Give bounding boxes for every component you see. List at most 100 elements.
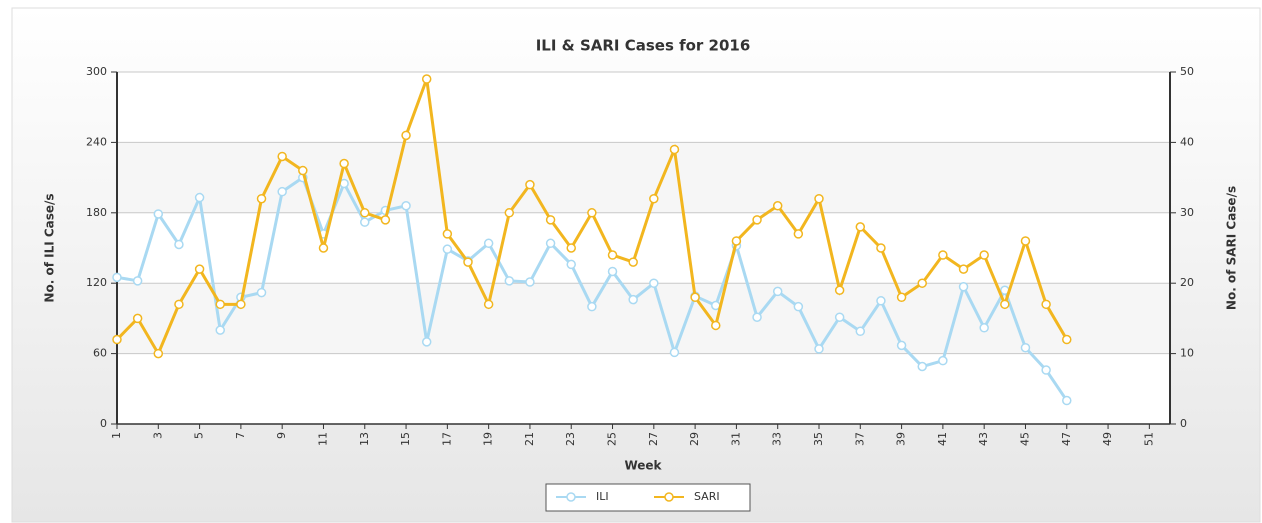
data-point (772, 286, 783, 297)
data-point (876, 243, 886, 253)
data-point (917, 278, 927, 288)
x-tick-label: 41 (936, 432, 949, 446)
data-point (669, 144, 680, 155)
data-point (483, 299, 494, 310)
y2-tick-label: 40 (1180, 135, 1194, 148)
x-tick-label: 23 (564, 432, 577, 446)
x-tick-label: 31 (729, 432, 742, 446)
data-point (1020, 342, 1031, 353)
x-tick-label: 39 (895, 432, 908, 446)
data-point (421, 337, 432, 347)
data-point (525, 179, 535, 190)
data-point (442, 229, 453, 239)
x-tick-label: 35 (812, 432, 825, 446)
data-point (463, 257, 473, 267)
data-point (834, 285, 845, 295)
x-tick-label: 25 (606, 432, 619, 446)
data-point (132, 276, 143, 286)
data-point (112, 272, 122, 283)
data-point (896, 292, 907, 303)
x-tick-label: 49 (1101, 432, 1114, 446)
x-tick-label: 7 (234, 432, 247, 439)
data-point (545, 215, 556, 225)
data-point (236, 299, 246, 310)
x-tick-label: 17 (440, 432, 453, 446)
data-point (215, 299, 225, 310)
y-tick-label: 120 (86, 276, 107, 289)
data-point (814, 344, 824, 354)
data-point (256, 287, 267, 298)
data-point (360, 208, 370, 218)
data-point (690, 292, 700, 303)
data-point (958, 281, 969, 292)
data-point (772, 201, 783, 211)
y-tick-label: 180 (86, 206, 107, 219)
data-point (298, 165, 308, 176)
data-point (1041, 365, 1051, 375)
x-tick-label: 5 (193, 432, 206, 439)
x-tick-label: 51 (1142, 432, 1155, 446)
data-point (153, 348, 164, 359)
data-point (669, 347, 680, 358)
data-point (1041, 299, 1051, 310)
data-point (587, 301, 597, 312)
data-point (525, 277, 535, 287)
data-point (256, 193, 267, 204)
data-point (566, 243, 576, 253)
data-point (1020, 236, 1031, 246)
legend-marker (566, 492, 576, 502)
data-point (153, 209, 164, 219)
data-point (876, 296, 886, 306)
data-point (896, 340, 907, 351)
plot-band (117, 142, 1170, 213)
y2-tick-label: 10 (1180, 347, 1194, 360)
data-point (855, 222, 866, 232)
data-point (277, 151, 287, 162)
data-point (607, 250, 618, 260)
data-point (979, 250, 989, 260)
data-point (421, 74, 432, 84)
x-tick-label: 19 (482, 432, 495, 446)
x-tick-label: 9 (275, 432, 288, 439)
x-tick-label: 21 (523, 432, 536, 446)
y2-tick-label: 20 (1180, 276, 1194, 289)
y2-tick-label: 0 (1180, 417, 1187, 430)
data-point (401, 201, 411, 211)
data-point (752, 312, 762, 322)
data-point (339, 158, 349, 169)
data-point (607, 266, 618, 277)
data-point (566, 259, 576, 270)
data-point (545, 238, 556, 249)
x-tick-label: 33 (771, 432, 784, 446)
data-point (1000, 299, 1010, 310)
x-tick-label: 27 (647, 432, 660, 446)
data-point (958, 264, 969, 274)
y-tick-label: 60 (93, 347, 107, 360)
y2-axis-title: No. of SARI Case/s (1225, 186, 1239, 310)
y-tick-label: 300 (86, 65, 107, 78)
chart-title: ILI & SARI Cases for 2016 (536, 37, 751, 55)
x-tick-label: 37 (853, 432, 866, 446)
x-tick-label: 15 (399, 432, 412, 446)
data-point (814, 193, 824, 204)
x-tick-label: 1 (110, 432, 123, 439)
data-point (628, 257, 638, 267)
plot-band (117, 283, 1170, 354)
x-tick-label: 45 (1018, 432, 1031, 446)
data-point (1062, 395, 1072, 406)
data-point (855, 326, 866, 337)
y-tick-label: 240 (86, 135, 107, 148)
x-axis-title: Week (624, 459, 662, 473)
data-point (194, 192, 205, 203)
data-point (979, 323, 989, 333)
data-point (731, 236, 742, 246)
x-tick-label: 29 (688, 432, 701, 446)
data-point (628, 294, 638, 305)
data-point (174, 299, 184, 310)
data-point (752, 215, 762, 225)
x-tick-label: 11 (316, 432, 329, 446)
data-point (112, 334, 122, 345)
x-tick-label: 3 (151, 432, 164, 439)
